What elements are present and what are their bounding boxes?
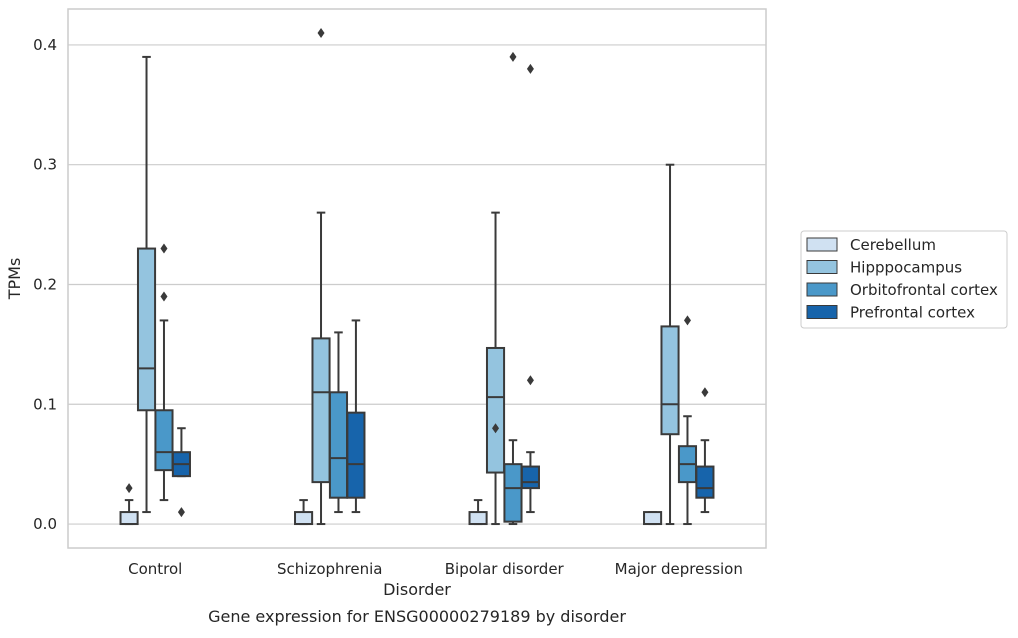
outlier-point	[526, 375, 534, 386]
box-body	[643, 511, 663, 526]
outlier-point	[317, 27, 325, 38]
legend-swatch	[806, 282, 838, 297]
legend-swatch	[806, 260, 838, 274]
box-body	[328, 391, 349, 499]
x-tick-label: Control	[128, 560, 182, 578]
box-body	[311, 337, 331, 484]
chart-title: Gene expression for ENSG00000279189 by d…	[208, 607, 626, 626]
box-1-2	[328, 331, 349, 514]
box-0-2	[154, 243, 174, 502]
box-2-1	[485, 211, 506, 526]
box-body	[520, 465, 540, 490]
outlier-point	[177, 507, 185, 518]
box-body	[119, 511, 139, 526]
outlier-point	[526, 63, 534, 74]
box-body	[660, 325, 680, 436]
box-body	[468, 511, 488, 526]
box-2-0	[468, 499, 488, 526]
box-3-0	[643, 511, 663, 526]
legend-label: Prefrontal cortex	[850, 304, 975, 322]
y-tick-label: 0.0	[33, 515, 57, 533]
box-2-3	[520, 63, 540, 514]
y-tick-labels: 0.0 0.1 0.2 0.3 0.4	[33, 36, 57, 533]
y-tick-label: 0.4	[33, 36, 57, 54]
y-axis-label: TPMs	[5, 258, 24, 301]
box-3-3	[695, 387, 715, 514]
x-tick-label: Major depression	[615, 560, 743, 578]
legend-label: Orbitofrontal cortex	[850, 281, 998, 299]
legend-label: Hipppocampus	[850, 259, 962, 277]
outlier-point	[125, 483, 133, 494]
x-axis-label: Disorder	[383, 580, 451, 599]
box-0-0	[119, 483, 139, 526]
box-3-1	[660, 163, 680, 526]
box-body	[695, 465, 715, 499]
box-2-2	[503, 51, 523, 526]
box-body	[294, 511, 314, 526]
box-body	[136, 247, 157, 412]
legend-swatch	[806, 237, 838, 252]
x-tick-labels: Control Schizophrenia Bipolar disorder Majo…	[128, 560, 743, 578]
y-tick-label: 0.1	[33, 395, 57, 413]
box-body	[503, 463, 523, 523]
box-1-0	[294, 499, 314, 526]
legend-label: Cerebellum	[850, 236, 936, 254]
box-body	[154, 409, 174, 472]
outlier-point	[160, 243, 168, 254]
box-0-1	[136, 55, 157, 514]
box-3-2	[677, 315, 698, 526]
outlier-point	[160, 291, 168, 302]
legend-frame	[800, 230, 1008, 329]
box-body	[485, 346, 506, 474]
outlier-point	[492, 423, 500, 434]
box-body	[346, 411, 366, 499]
box-0-3	[171, 427, 191, 518]
y-tick-label: 0.3	[33, 156, 57, 174]
legend: Cerebellum Hipppocampus Orbitofrontal cort…	[800, 230, 1008, 329]
x-tick-label: Schizophrenia	[277, 560, 382, 578]
legend-swatch	[806, 305, 838, 319]
outlier-point	[701, 387, 709, 398]
outlier-point	[683, 315, 691, 326]
box-1-3	[346, 319, 366, 514]
box-layer	[119, 27, 715, 526]
y-tick-label: 0.2	[33, 275, 57, 293]
x-tick-label: Bipolar disorder	[445, 560, 565, 578]
outlier-point	[509, 51, 517, 62]
